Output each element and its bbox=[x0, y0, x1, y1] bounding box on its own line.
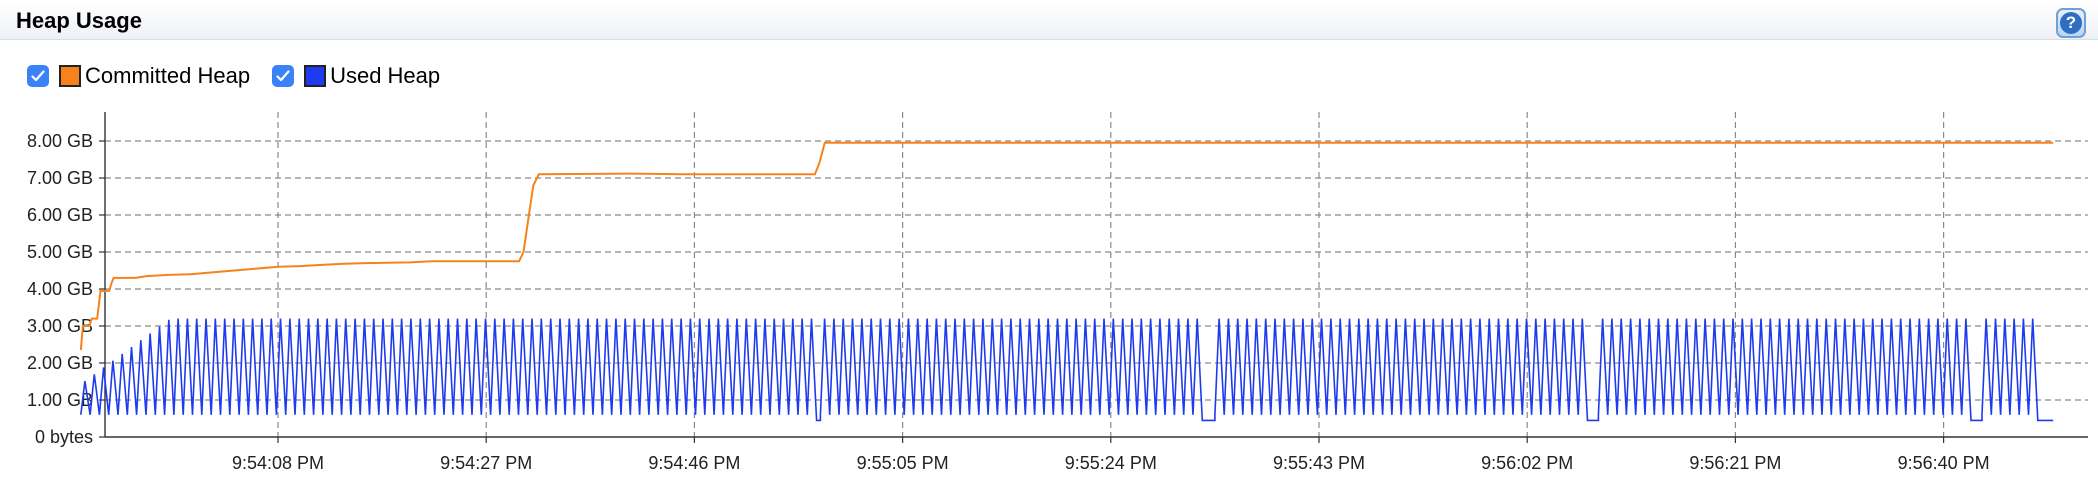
help-button[interactable]: ? bbox=[2056, 8, 2086, 38]
y-tick-label: 6.00 GB bbox=[27, 205, 93, 225]
used-heap-line bbox=[80, 318, 2054, 422]
y-tick-label: 0 bytes bbox=[35, 427, 93, 447]
x-tick-label: 9:54:27 PM bbox=[440, 453, 532, 473]
x-tick-label: 9:55:43 PM bbox=[1273, 453, 1365, 473]
committed-heap-line bbox=[79, 141, 2054, 351]
y-tick-label: 3.00 GB bbox=[27, 316, 93, 336]
committed-heap-swatch bbox=[59, 65, 81, 87]
used-heap-checkbox[interactable] bbox=[272, 65, 295, 87]
x-tick-label: 9:55:05 PM bbox=[857, 453, 949, 473]
legend-item-used-heap: Used Heap bbox=[272, 63, 440, 89]
checkmark-icon bbox=[31, 70, 45, 82]
x-tick-label: 9:54:08 PM bbox=[232, 453, 324, 473]
used-heap-swatch bbox=[304, 65, 327, 87]
y-tick-label: 1.00 GB bbox=[27, 390, 93, 410]
legend-item-committed-heap: Committed Heap bbox=[27, 63, 250, 89]
legend-label-used-heap: Used Heap bbox=[330, 63, 441, 88]
y-tick-label: 5.00 GB bbox=[27, 242, 93, 262]
y-tick-label: 7.00 GB bbox=[27, 168, 93, 188]
y-tick-label: 2.00 GB bbox=[27, 353, 93, 373]
x-tick-label: 9:56:21 PM bbox=[1689, 453, 1781, 473]
panel-title: Heap Usage bbox=[16, 8, 142, 33]
committed-heap-checkbox[interactable] bbox=[27, 65, 49, 87]
legend-label-committed-heap: Committed Heap bbox=[85, 63, 251, 88]
chart-legend: Committed Heap Used Heap bbox=[27, 62, 462, 90]
y-tick-label: 8.00 GB bbox=[27, 131, 93, 151]
help-icon: ? bbox=[2060, 12, 2082, 34]
panel-header: Heap Usage ? bbox=[0, 0, 2098, 40]
x-tick-label: 9:54:46 PM bbox=[648, 453, 740, 473]
y-tick-label: 4.00 GB bbox=[27, 279, 93, 299]
checkmark-icon bbox=[276, 70, 290, 82]
x-tick-label: 9:55:24 PM bbox=[1065, 453, 1157, 473]
x-tick-label: 9:56:40 PM bbox=[1898, 453, 1990, 473]
x-tick-label: 9:56:02 PM bbox=[1481, 453, 1573, 473]
